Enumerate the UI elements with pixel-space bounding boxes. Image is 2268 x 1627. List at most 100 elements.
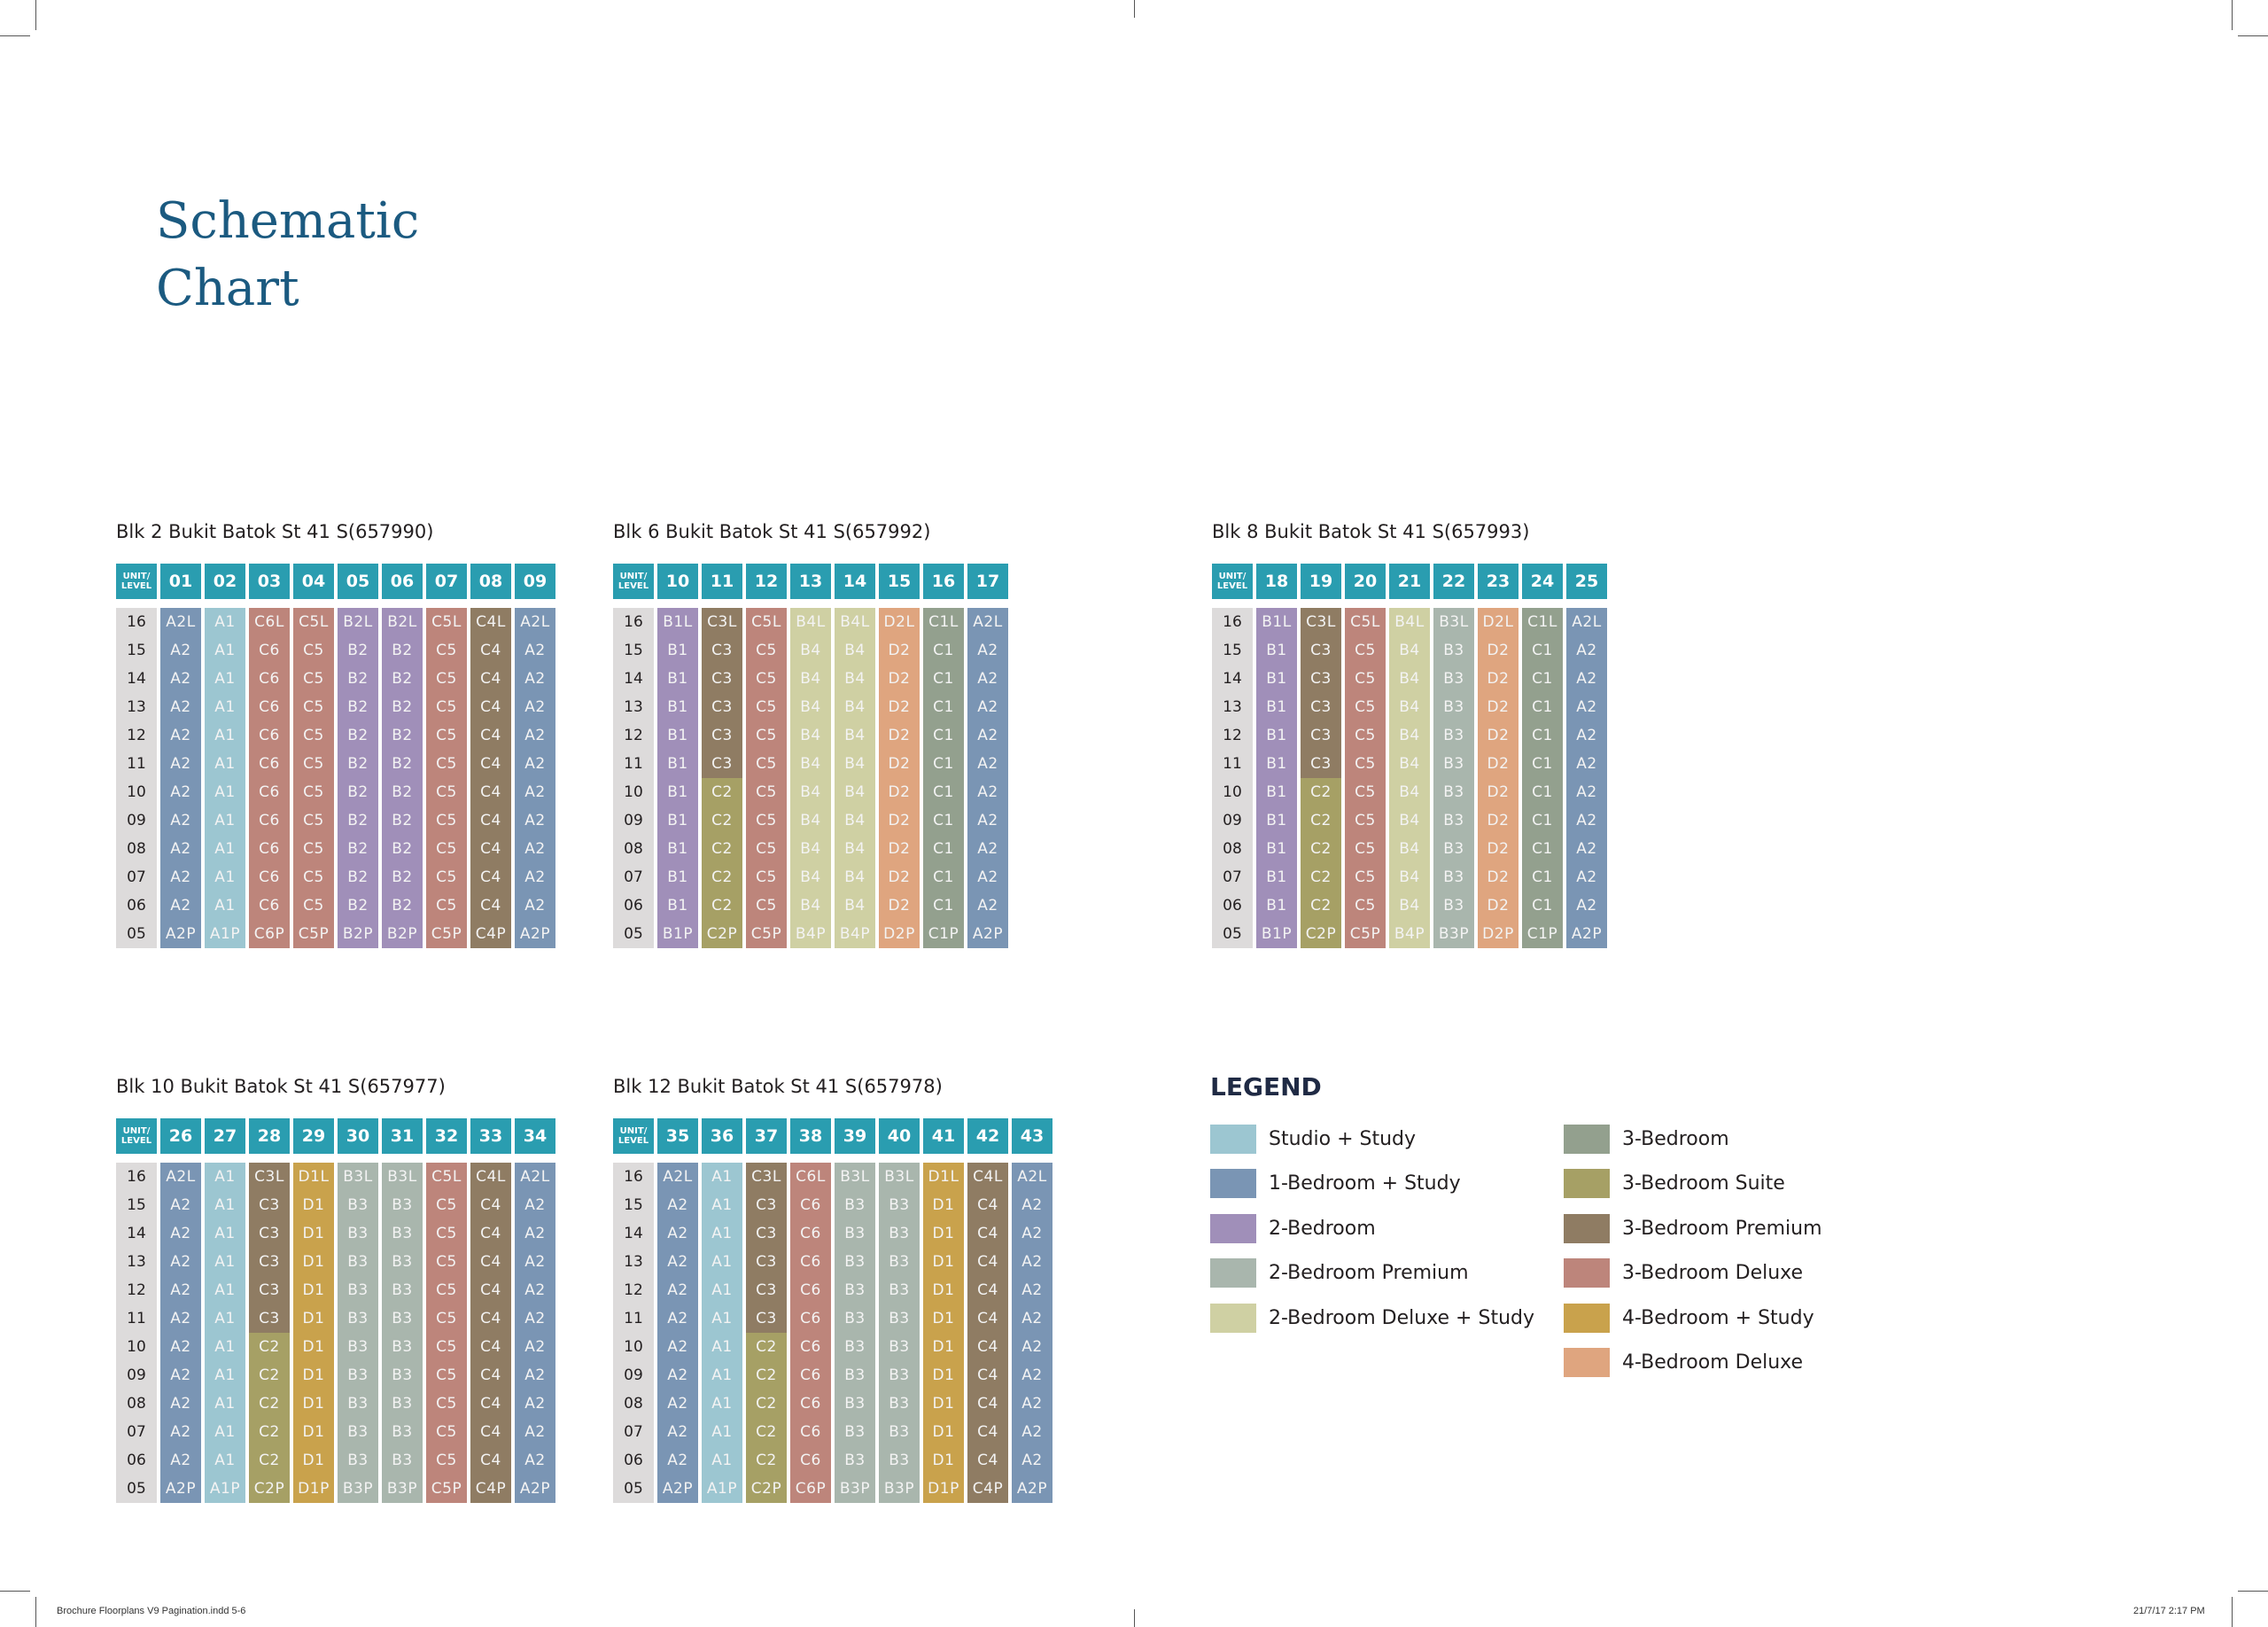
unit-cell: B3 — [338, 1390, 378, 1418]
unit-cell: C4 — [967, 1276, 1008, 1304]
level-label: 06 — [116, 1446, 157, 1475]
unit-cell: B3 — [382, 1333, 423, 1361]
unit-cell: A2 — [160, 693, 201, 721]
level-row: 13 A2 A1 C6 C5 B2 B2 C5 C4 A2 — [116, 693, 555, 721]
unit-cell: C6 — [249, 778, 290, 806]
unit-cell: B4 — [835, 891, 875, 920]
unit-cell: A2 — [967, 835, 1008, 863]
legend-label: 2-Bedroom Premium — [1269, 1262, 1469, 1285]
unit-cell: C1 — [923, 750, 964, 778]
unit-cell: C6 — [249, 806, 290, 835]
unit-cell: A2 — [160, 721, 201, 750]
unit-cell: A2L — [1566, 608, 1607, 636]
unit-cell: B2 — [338, 835, 378, 863]
unit-cell: B1 — [657, 863, 698, 891]
unit-number-header: 41 — [923, 1118, 964, 1154]
unit-cell: B4 — [835, 636, 875, 665]
unit-cell: C5 — [746, 835, 787, 863]
level-label: 13 — [1212, 693, 1253, 721]
unit-cell: C1L — [923, 608, 964, 636]
level-row: 07 A2 A1 C2 D1 B3 B3 C5 C4 A2 — [116, 1418, 555, 1446]
level-row: 15 B1 C3 C5 B4 B4 D2 C1 A2 — [613, 636, 1008, 665]
unit-cell: B3 — [1433, 891, 1474, 920]
unit-cell: B3L — [835, 1163, 875, 1191]
unit-cell: A1 — [205, 1361, 245, 1390]
level-row: 14 A2 A1 C3 C6 B3 B3 D1 C4 A2 — [613, 1219, 1052, 1248]
unit-cell: A2 — [515, 1361, 555, 1390]
unit-cell: A1 — [205, 863, 245, 891]
unit-cell: A2 — [1012, 1390, 1052, 1418]
unit-cell: A2 — [515, 1219, 555, 1248]
unit-level-header: UNIT/LEVEL — [613, 564, 654, 599]
unit-cell: A2P — [1012, 1475, 1052, 1503]
crop-mark — [0, 1591, 30, 1592]
level-row: 13 A2 A1 C3 C6 B3 B3 D1 C4 A2 — [613, 1248, 1052, 1276]
unit-cell: C5 — [1345, 835, 1386, 863]
unit-cell: A2 — [657, 1361, 698, 1390]
legend-label: 3-Bedroom Deluxe — [1622, 1262, 1804, 1285]
unit-cell: A1 — [205, 1191, 245, 1219]
level-label: 05 — [116, 920, 157, 948]
level-label: 12 — [613, 1276, 654, 1304]
level-row: 07 A2 A1 C2 C6 B3 B3 D1 C4 A2 — [613, 1418, 1052, 1446]
unit-cell: C3 — [249, 1276, 290, 1304]
unit-cell: B1 — [1256, 693, 1297, 721]
unit-cell: C5 — [426, 835, 467, 863]
unit-number-header: 34 — [515, 1118, 555, 1154]
level-label: 06 — [613, 891, 654, 920]
level-label: 11 — [613, 1304, 654, 1333]
unit-cell: B3 — [338, 1304, 378, 1333]
unit-number-header: 28 — [249, 1118, 290, 1154]
unit-cell: A2 — [1566, 806, 1607, 835]
unit-number-header: 13 — [790, 564, 831, 599]
unit-cell: A1 — [205, 693, 245, 721]
unit-cell: A2 — [967, 665, 1008, 693]
unit-cell: A1 — [205, 1163, 245, 1191]
level-row: 08 A2 A1 C2 D1 B3 B3 C5 C4 A2 — [116, 1390, 555, 1418]
unit-cell: A2 — [515, 778, 555, 806]
unit-cell: A2L — [515, 1163, 555, 1191]
unit-cell: D2 — [1478, 665, 1518, 693]
unit-cell: A2 — [1566, 665, 1607, 693]
unit-cell: B2P — [382, 920, 423, 948]
level-label: 07 — [1212, 863, 1253, 891]
unit-number-header: 03 — [249, 564, 290, 599]
unit-cell: D1 — [293, 1390, 334, 1418]
crop-mark — [0, 35, 30, 36]
unit-cell: C3 — [746, 1248, 787, 1276]
unit-cell: D1L — [293, 1163, 334, 1191]
level-label: 10 — [116, 778, 157, 806]
level-row: 10 A2 A1 C2 D1 B3 B3 C5 C4 A2 — [116, 1333, 555, 1361]
unit-cell: A2 — [657, 1390, 698, 1418]
unit-cell: B2 — [338, 806, 378, 835]
page-title: Schematic Chart — [156, 188, 419, 323]
unit-cell: C1 — [1522, 665, 1563, 693]
unit-cell: A2 — [160, 1333, 201, 1361]
unit-cell: C4 — [470, 1333, 511, 1361]
header-row: UNIT/LEVEL 01 02 03 04 05 06 07 08 09 — [116, 564, 555, 599]
level-row: 11 A2 A1 C6 C5 B2 B2 C5 C4 A2 — [116, 750, 555, 778]
unit-number-header: 07 — [426, 564, 467, 599]
unit-cell: A2 — [160, 1248, 201, 1276]
unit-cell: C5L — [746, 608, 787, 636]
unit-cell: A1 — [205, 665, 245, 693]
unit-cell: D2 — [1478, 863, 1518, 891]
unit-cell: A1 — [205, 891, 245, 920]
unit-cell: A1 — [205, 1390, 245, 1418]
unit-cell: A2L — [160, 608, 201, 636]
unit-cell: C4 — [470, 863, 511, 891]
unit-cell: A1 — [205, 721, 245, 750]
unit-cell: A2 — [967, 721, 1008, 750]
unit-cell: B3 — [1433, 693, 1474, 721]
level-row: 15 A2 A1 C3 D1 B3 B3 C5 C4 A2 — [116, 1191, 555, 1219]
unit-cell: C2 — [702, 891, 742, 920]
unit-cell: D2 — [1478, 636, 1518, 665]
level-row: 05 B1P C2P C5P B4P B4P D2P C1P A2P — [613, 920, 1008, 948]
unit-cell: D1 — [923, 1219, 964, 1248]
unit-cell: B2L — [338, 608, 378, 636]
crop-mark — [1134, 0, 1135, 18]
unit-cell: B2 — [382, 891, 423, 920]
level-row: 08 A2 A1 C2 C6 B3 B3 D1 C4 A2 — [613, 1390, 1052, 1418]
level-label: 05 — [613, 1475, 654, 1503]
unit-cell: B2 — [382, 835, 423, 863]
